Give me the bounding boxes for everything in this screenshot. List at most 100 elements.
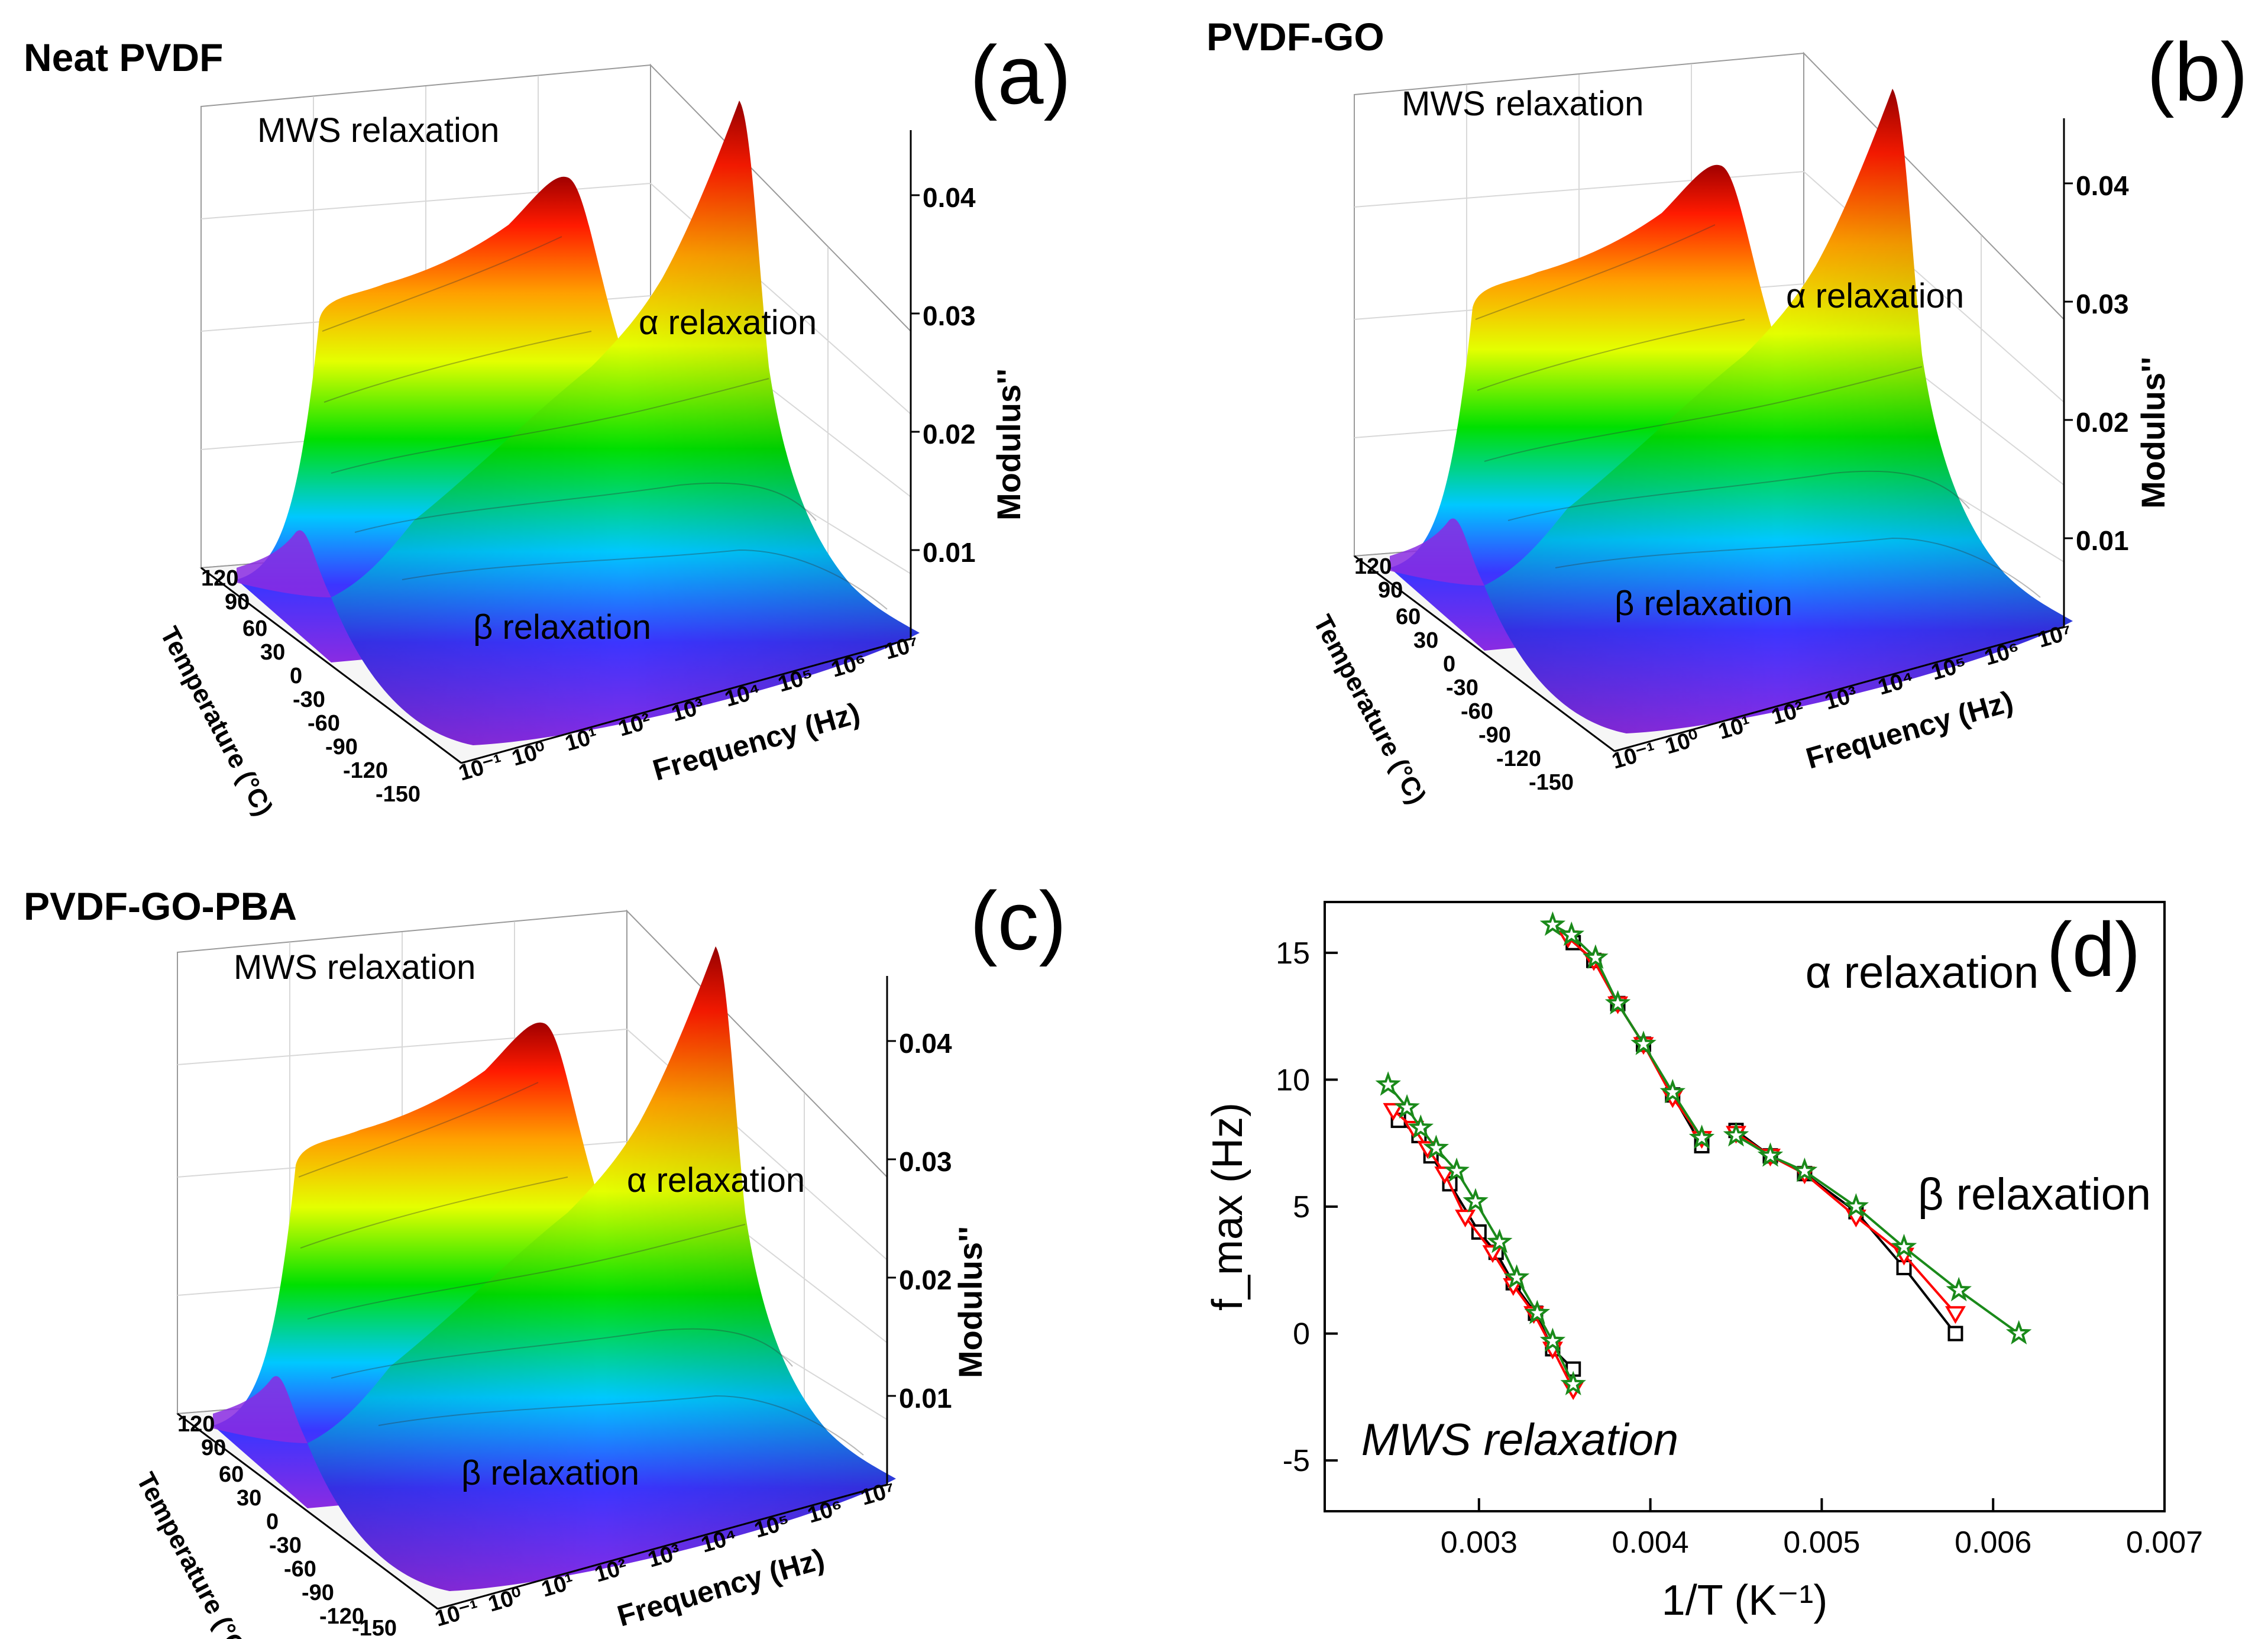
panel-b-temp-ticks: 120 90 60 30 0 -30 -60 -90 -120 -150 — [1354, 554, 1574, 795]
panel-d-letter: (d) — [2047, 906, 2141, 993]
panel-b-mws-label: MWS relaxation — [1402, 85, 1643, 123]
panel-a-temp-tick: 60 — [242, 616, 267, 641]
data-point-star — [1723, 1121, 1749, 1147]
panel-a-temp-tick: 90 — [225, 590, 250, 615]
data-point-triangle — [1945, 1306, 1966, 1324]
data-point-star — [1688, 1124, 1715, 1149]
panel-b-temp-tick: 60 — [1396, 604, 1421, 629]
data-point-triangle — [1434, 1166, 1455, 1185]
data-point-star — [1486, 1229, 1513, 1253]
x-tick-label: 0.006 — [1955, 1525, 2031, 1560]
data-point-star — [1408, 1114, 1434, 1139]
panel-c-temp-tick: -120 — [319, 1604, 364, 1629]
panel-a-temp-tick: -120 — [343, 758, 388, 783]
axis-ticks: 0.003 0.004 0.005 0.006 0.007 -5 0 5 10 15 — [1276, 936, 2203, 1560]
panel-a-mws-label: MWS relaxation — [257, 111, 499, 150]
data-point-star — [1503, 1264, 1530, 1289]
panel-a-z-tick-0: 0.01 — [923, 537, 976, 568]
panel-a: Neat PVDF (a) MWS relaxation α relaxatio… — [24, 28, 1071, 820]
data-point-star — [1423, 1134, 1450, 1159]
data-point-star — [1659, 1079, 1686, 1104]
panel-c-temp-tick: -30 — [269, 1533, 302, 1558]
panel-a-surface — [200, 64, 921, 764]
panel-b-temp-tick: -120 — [1496, 746, 1541, 771]
data-point-star — [1946, 1276, 1972, 1302]
panel-b-z-tick-3: 0.04 — [2076, 170, 2129, 201]
data-point-star — [1558, 921, 1585, 946]
panel-b-surface — [1353, 52, 2074, 752]
y-tick-label: 15 — [1276, 936, 1310, 971]
panel-b-temp-tick: -30 — [1446, 675, 1478, 700]
panel-a-temp-tick: -90 — [325, 735, 358, 759]
panel-a-temp-tick: -150 — [376, 782, 420, 807]
panel-c-temp-tick: -150 — [352, 1616, 397, 1639]
panel-c-z-tick-0: 0.01 — [899, 1383, 952, 1414]
panel-a-z-tick-1: 0.02 — [923, 419, 976, 450]
panel-c-z-tick-2: 0.03 — [899, 1146, 952, 1177]
panel-c-beta-label: β relaxation — [461, 1454, 639, 1492]
panel-c-alpha-label: α relaxation — [627, 1161, 805, 1200]
panel-c-freq-ticks: 10⁻¹ 10⁰ 10¹ 10² 10³ 10⁴ 10⁵ 10⁶ 10⁷ — [432, 1477, 898, 1631]
panel-a-alpha-label: α relaxation — [639, 303, 817, 342]
x-tick-label: 0.004 — [1612, 1525, 1689, 1560]
series-line-mws — [1392, 1109, 1574, 1390]
panel-a-letter: (a) — [970, 28, 1071, 121]
annotation-alpha: α relaxation — [1806, 948, 2039, 998]
panel-a-temp-tick: 0 — [290, 664, 302, 688]
y-axis-label: f_max (Hz) — [1204, 1103, 1251, 1311]
panel-a-title: Neat PVDF — [24, 35, 223, 79]
panel-d: 0.003 0.004 0.005 0.006 0.007 -5 0 5 10 15 (d) α … — [1204, 901, 2203, 1624]
panel-c-surface — [176, 910, 897, 1610]
panel-b-temp-tick: 120 — [1354, 554, 1392, 579]
data-point-triangle — [1383, 1103, 1404, 1121]
y-tick-label: 0 — [1293, 1317, 1310, 1352]
data-point-triangle — [1455, 1210, 1476, 1228]
series-neat-pvdf — [1390, 935, 1963, 1377]
annotation-mws: MWS relaxation — [1361, 1415, 1678, 1465]
data-point-star — [1539, 911, 1566, 936]
data-point-star — [1524, 1299, 1551, 1324]
panel-a-temp-tick: -60 — [308, 711, 340, 736]
panel-c-temp-tick: 120 — [177, 1412, 215, 1437]
panel-b: PVDF-GO (b) MWS relaxation α relaxation … — [1206, 15, 2248, 809]
panel-c-temp-tick: 60 — [219, 1462, 244, 1487]
series-layer — [1375, 911, 2032, 1400]
panel-c-z-label: Modulus'' — [952, 1226, 989, 1378]
panel-b-temp-tick: 30 — [1413, 628, 1438, 653]
series-pvdf-go — [1383, 930, 1966, 1400]
panel-c-temp-tick: 90 — [201, 1436, 226, 1460]
x-tick-label: 0.007 — [2126, 1525, 2203, 1560]
data-point-star — [2005, 1320, 2032, 1345]
panel-a-temp-tick: 120 — [201, 566, 238, 591]
panel-b-z-tick-1: 0.02 — [2076, 407, 2129, 438]
data-point-star — [1375, 1071, 1401, 1096]
data-point-star — [1757, 1142, 1784, 1167]
panel-b-z-tick-2: 0.03 — [2076, 289, 2129, 319]
panel-c-temp-tick: -60 — [284, 1557, 316, 1582]
data-point-star — [1463, 1188, 1489, 1213]
panel-b-temp-tick: -150 — [1529, 770, 1574, 795]
y-tick-label: 5 — [1293, 1190, 1310, 1224]
panel-c-temp-tick: 30 — [237, 1486, 261, 1511]
panel-a-temp-tick: -30 — [293, 687, 325, 712]
panel-a-z-label: Modulus'' — [990, 368, 1027, 521]
panel-b-temp-tick: 0 — [1443, 652, 1455, 677]
panel-c-z-tick-1: 0.02 — [899, 1265, 952, 1295]
panel-a-temp-tick: 30 — [260, 640, 285, 665]
panel-c-z-tick-3: 0.04 — [899, 1028, 952, 1059]
data-point-star — [1444, 1158, 1470, 1182]
data-point-star — [1843, 1193, 1869, 1218]
x-axis-label: 1/T (K⁻¹) — [1662, 1577, 1828, 1624]
panel-b-beta-label: β relaxation — [1615, 584, 1793, 623]
series-pvdf-go-pba — [1375, 911, 2032, 1395]
panel-b-temp-tick: -90 — [1478, 723, 1511, 748]
data-point-square — [1947, 1326, 1963, 1341]
y-tick-label: -5 — [1283, 1444, 1310, 1478]
panel-a-z-tick-2: 0.03 — [923, 300, 976, 331]
data-point-star — [1560, 1370, 1586, 1395]
x-tick-label: 0.005 — [1783, 1525, 1860, 1560]
panel-b-z-tick-0: 0.01 — [2076, 525, 2129, 556]
panel-b-temp-tick: 90 — [1378, 578, 1403, 603]
panel-b-letter: (b) — [2147, 25, 2248, 118]
panel-b-z-label: Modulus'' — [2134, 357, 2172, 509]
